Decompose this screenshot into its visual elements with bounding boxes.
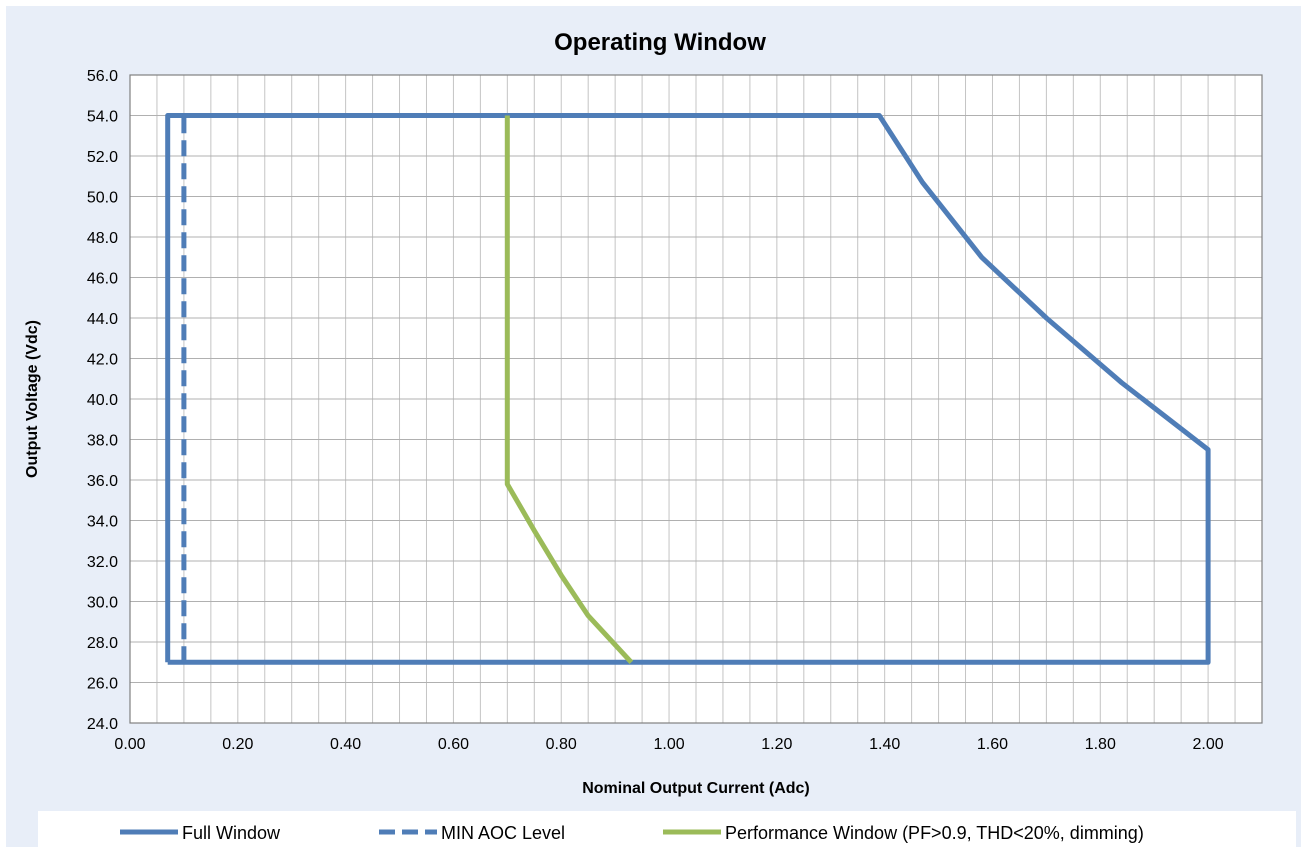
y-tick-label: 28.0 [87, 635, 118, 652]
x-tick-labels: 0.00 0.20 0.40 0.60 0.80 1.00 1.20 1.40 1.60 1.80… [114, 736, 1223, 753]
x-tick-label: 1.40 [869, 736, 900, 753]
y-tick-label: 56.0 [87, 68, 118, 85]
y-tick-label: 32.0 [87, 554, 118, 571]
chart-title: Operating Window [554, 29, 766, 56]
grid-lines [130, 75, 1262, 723]
y-tick-label: 30.0 [87, 595, 118, 612]
y-tick-label: 26.0 [87, 676, 118, 693]
y-tick-label: 44.0 [87, 311, 118, 328]
series-line-2 [504, 115, 634, 664]
legend: Full Window MIN AOC Level Performance Wind… [120, 823, 1144, 843]
x-tick-label: 1.20 [761, 736, 792, 753]
y-tick-label: 46.0 [87, 271, 118, 288]
x-tick-label: 0.60 [438, 736, 469, 753]
y-tick-label: 54.0 [87, 109, 118, 126]
legend-label-1: MIN AOC Level [441, 823, 565, 843]
y-tick-label: 36.0 [87, 473, 118, 490]
x-tick-label: 2.00 [1193, 736, 1224, 753]
x-tick-label: 1.80 [1085, 736, 1116, 753]
y-tick-label: 50.0 [87, 190, 118, 207]
y-tick-label: 24.0 [87, 716, 118, 733]
y-axis-title: Output Voltage (Vdc) [24, 320, 41, 478]
y-tick-label: 48.0 [87, 230, 118, 247]
y-tick-label: 52.0 [87, 149, 118, 166]
x-tick-label: 1.00 [653, 736, 684, 753]
x-tick-label: 0.00 [114, 736, 145, 753]
series-group [165, 113, 1211, 665]
x-tick-label: 0.20 [222, 736, 253, 753]
plot-border [129, 74, 1263, 724]
chart-area: Operating Window 0.00 0.20 0.40 0.60 0.80 1.0… [6, 6, 1301, 847]
x-tick-label: 0.80 [546, 736, 577, 753]
x-axis-title: Nominal Output Current (Adc) [582, 780, 810, 797]
y-tick-label: 38.0 [87, 433, 118, 450]
legend-label-0: Full Window [182, 823, 281, 843]
y-tick-label: 42.0 [87, 352, 118, 369]
chart-svg: Operating Window 0.00 0.20 0.40 0.60 0.80 1.0… [24, 29, 1296, 847]
legend-box [38, 811, 1296, 847]
x-tick-label: 1.60 [977, 736, 1008, 753]
x-tick-label: 0.40 [330, 736, 361, 753]
y-tick-labels: 24.0 26.0 28.0 30.0 32.0 34.0 36.0 38.0 40.0 42.0… [87, 68, 118, 733]
legend-label-2: Performance Window (PF>0.9, THD<20%, dim… [725, 823, 1144, 843]
series-line-0 [165, 113, 1211, 665]
y-tick-label: 40.0 [87, 392, 118, 409]
y-tick-label: 34.0 [87, 514, 118, 531]
